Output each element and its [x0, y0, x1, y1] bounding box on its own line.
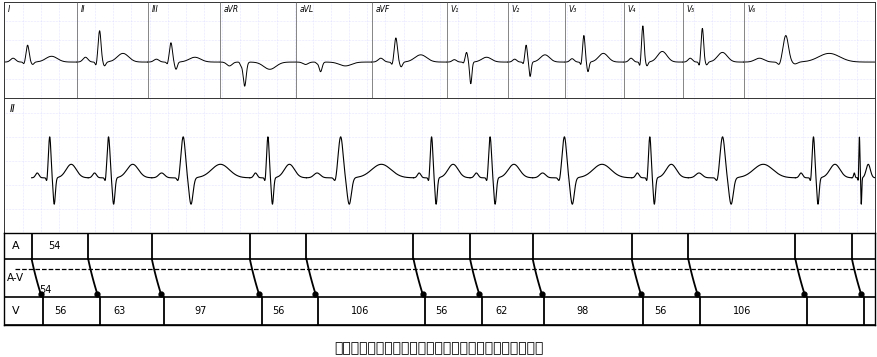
Text: 63: 63: [114, 306, 126, 316]
Text: 98: 98: [576, 306, 588, 316]
Text: V: V: [11, 306, 19, 316]
Text: A-V: A-V: [7, 273, 24, 283]
Text: V₁: V₁: [451, 5, 459, 14]
Text: 97: 97: [195, 306, 207, 316]
Text: I: I: [8, 5, 11, 14]
Text: 56: 56: [436, 306, 448, 316]
Text: V₆: V₆: [747, 5, 756, 14]
Text: 56: 56: [53, 306, 66, 316]
Text: 56: 56: [654, 306, 667, 316]
Text: V₅: V₅: [687, 5, 695, 14]
Text: 54: 54: [48, 241, 61, 251]
Text: 106: 106: [732, 306, 751, 316]
Text: II: II: [10, 104, 16, 114]
Text: V₃: V₃: [568, 5, 577, 14]
Text: 56: 56: [272, 306, 284, 316]
Text: A: A: [11, 241, 19, 251]
Text: 加速的房性、房室交接性逸搏心律伴传导系统多水平阻滞: 加速的房性、房室交接性逸搏心律伴传导系统多水平阻滞: [334, 341, 543, 355]
Text: III: III: [152, 5, 158, 14]
Text: aVF: aVF: [375, 5, 389, 14]
Text: aVR: aVR: [224, 5, 239, 14]
Text: V₄: V₄: [628, 5, 636, 14]
Text: 54: 54: [39, 285, 52, 295]
Text: II: II: [81, 5, 85, 14]
Text: V₂: V₂: [511, 5, 520, 14]
Text: aVL: aVL: [300, 5, 314, 14]
Text: 62: 62: [496, 306, 508, 316]
Text: 106: 106: [351, 306, 369, 316]
